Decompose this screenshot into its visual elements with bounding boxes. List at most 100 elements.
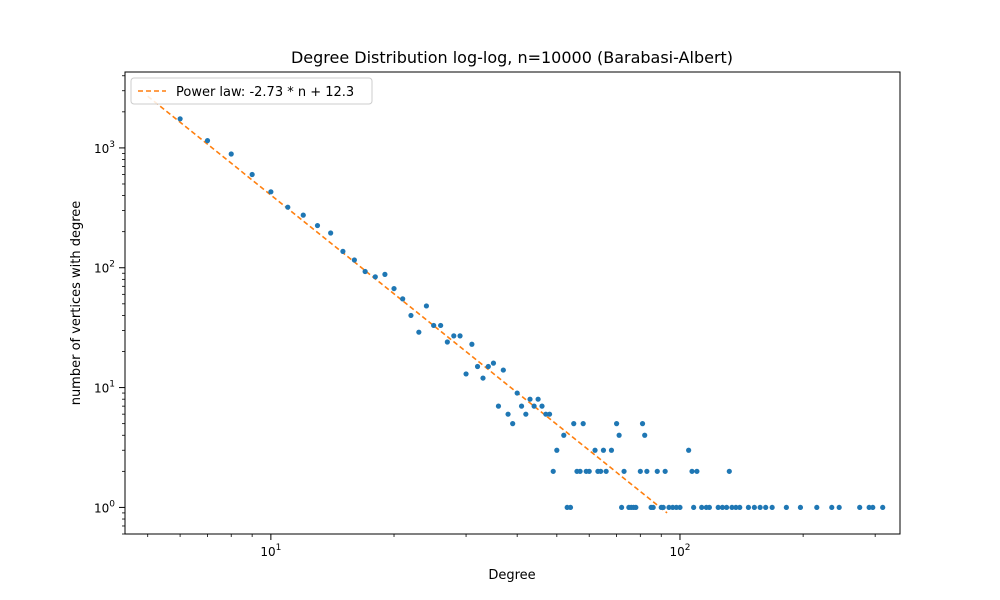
data-point bbox=[723, 504, 730, 511]
data-point bbox=[600, 447, 607, 453]
data-point bbox=[592, 447, 598, 453]
data-point bbox=[726, 468, 732, 474]
x-axis-label: Degree bbox=[488, 568, 535, 583]
legend: Power law: -2.73 * n + 12.3 bbox=[130, 77, 373, 105]
data-point bbox=[577, 468, 583, 474]
data-point bbox=[751, 504, 757, 511]
data-point bbox=[523, 411, 529, 417]
data-point bbox=[285, 204, 291, 210]
data-point bbox=[706, 504, 712, 511]
data-point bbox=[870, 504, 876, 511]
data-point bbox=[539, 403, 545, 409]
data-point bbox=[763, 504, 769, 511]
data-point bbox=[431, 322, 437, 329]
data-point bbox=[531, 403, 537, 409]
data-point bbox=[769, 504, 775, 511]
data-point bbox=[457, 333, 463, 339]
data-point bbox=[469, 341, 475, 347]
y-tick-label: 100 bbox=[94, 499, 115, 515]
data-point bbox=[783, 504, 789, 511]
data-point bbox=[757, 504, 763, 511]
x-tick-label: 102 bbox=[669, 543, 690, 559]
data-point bbox=[673, 504, 679, 511]
data-point bbox=[328, 230, 334, 236]
data-point bbox=[474, 363, 481, 370]
data-point bbox=[603, 468, 609, 474]
data-point bbox=[518, 403, 525, 409]
power-law-fit-line bbox=[147, 95, 668, 514]
data-point bbox=[463, 371, 469, 377]
data-point bbox=[340, 248, 346, 254]
data-point bbox=[814, 504, 820, 511]
data-point bbox=[451, 333, 457, 339]
data-point bbox=[829, 504, 835, 511]
x-tick-label: 101 bbox=[260, 543, 281, 559]
data-point bbox=[527, 396, 533, 402]
data-point bbox=[500, 367, 506, 373]
data-point bbox=[691, 504, 697, 511]
data-point bbox=[654, 468, 660, 474]
data-point bbox=[480, 375, 486, 381]
data-point bbox=[729, 504, 735, 511]
data-point bbox=[644, 468, 650, 474]
y-tick-label: 102 bbox=[94, 260, 115, 276]
data-point bbox=[694, 468, 700, 474]
chart-title: Degree Distribution log-log, n=10000 (Ba… bbox=[291, 48, 733, 67]
data-point bbox=[268, 189, 274, 195]
plot-area-frame bbox=[124, 71, 901, 535]
data-point bbox=[666, 504, 672, 511]
data-point bbox=[382, 271, 388, 277]
data-point bbox=[670, 504, 676, 511]
data-point bbox=[733, 504, 739, 511]
data-point bbox=[490, 360, 497, 366]
data-point bbox=[719, 504, 726, 511]
data-point bbox=[204, 138, 211, 144]
data-point bbox=[362, 268, 368, 275]
data-point bbox=[637, 468, 643, 474]
data-point bbox=[567, 504, 574, 511]
data-point bbox=[797, 504, 804, 511]
data-point bbox=[550, 468, 556, 474]
data-point bbox=[438, 322, 444, 329]
data-point bbox=[177, 116, 183, 122]
data-point bbox=[543, 411, 549, 417]
y-tick-label: 103 bbox=[94, 140, 115, 156]
data-point bbox=[586, 468, 592, 474]
data-point bbox=[514, 390, 520, 396]
data-point bbox=[391, 285, 397, 292]
data-point bbox=[642, 432, 648, 438]
data-point bbox=[619, 504, 625, 511]
data-point bbox=[857, 504, 863, 511]
data-point bbox=[689, 468, 695, 474]
data-point bbox=[505, 411, 511, 417]
data-point bbox=[580, 421, 586, 427]
data-point bbox=[608, 447, 615, 453]
data-point bbox=[554, 447, 560, 453]
data-point bbox=[880, 504, 886, 511]
data-point bbox=[416, 329, 422, 335]
data-point bbox=[616, 432, 622, 438]
data-point bbox=[660, 504, 666, 511]
legend-fit-label: Power law: -2.73 * n + 12.3 bbox=[176, 85, 354, 100]
data-point bbox=[737, 504, 743, 511]
data-point bbox=[633, 504, 639, 511]
data-point bbox=[598, 468, 604, 474]
data-point bbox=[423, 303, 430, 309]
y-axis-label: number of vertices with degree bbox=[69, 201, 84, 406]
data-point bbox=[866, 504, 872, 511]
data-point bbox=[686, 447, 692, 453]
data-point bbox=[677, 504, 683, 511]
data-point bbox=[408, 312, 414, 319]
data-point bbox=[699, 504, 705, 511]
data-point bbox=[535, 396, 541, 402]
data-point bbox=[300, 212, 306, 218]
data-point bbox=[715, 504, 721, 511]
data-point bbox=[351, 257, 357, 263]
data-point bbox=[561, 432, 567, 438]
data-point bbox=[314, 222, 321, 229]
scatter-points-layer bbox=[177, 116, 886, 511]
data-point bbox=[571, 421, 577, 427]
axis-ticks-layer: 101 102 100 101 102 103 bbox=[94, 75, 876, 559]
data-point bbox=[249, 171, 255, 178]
